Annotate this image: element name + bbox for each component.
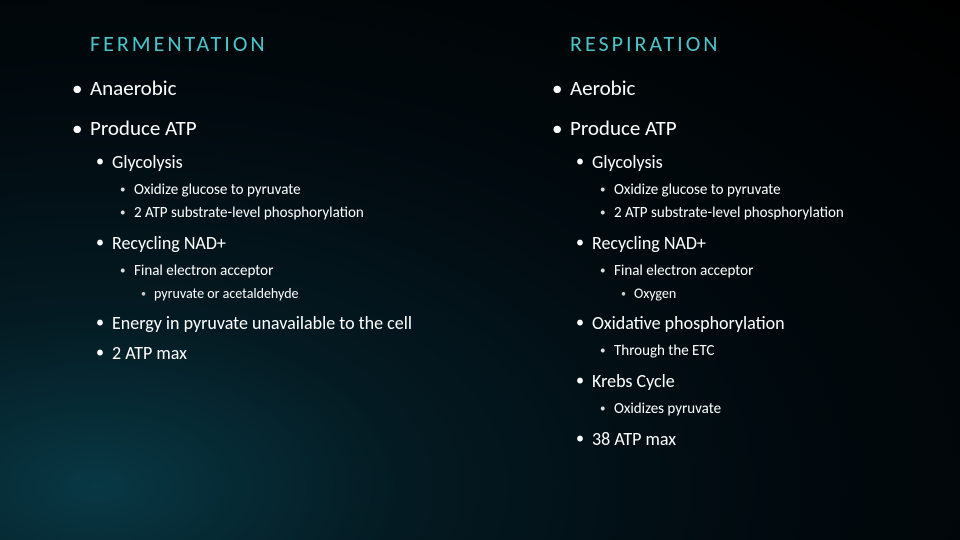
list-item: Oxygen [634, 285, 940, 302]
list-item: 2 ATP substrate-level phosphorylation [134, 204, 460, 222]
item-text: pyruvate or acetaldehyde [154, 285, 299, 302]
item-text: Oxidize glucose to pyruvate [134, 181, 301, 199]
right-list: Aerobic Produce ATP Glycolysis Oxidize g… [570, 75, 940, 450]
item-text: Through the ETC [614, 342, 714, 360]
list-item: Oxidizes pyruvate [614, 400, 940, 418]
item-text: Glycolysis [592, 151, 663, 173]
item-text: Aerobic [570, 75, 635, 101]
right-column: RESPIRATION Aerobic Produce ATP Glycolys… [480, 30, 960, 540]
item-text: Recycling NAD+ [112, 232, 226, 254]
list-item: Oxidative phosphorylation [592, 312, 940, 334]
left-title: FERMENTATION [90, 30, 460, 57]
list-item: Oxidize glucose to pyruvate [134, 181, 460, 199]
list-item: 38 ATP max [592, 428, 940, 450]
list-item: Aerobic [570, 75, 940, 101]
list-item: Energy in pyruvate unavailable to the ce… [112, 312, 432, 334]
item-text: Oxidize glucose to pyruvate [614, 181, 781, 199]
left-list: Anaerobic Produce ATP Glycolysis Oxidize… [90, 75, 460, 364]
slide: FERMENTATION Anaerobic Produce ATP Glyco… [0, 0, 960, 540]
item-text: Krebs Cycle [592, 370, 675, 392]
item-text: Final electron acceptor [134, 262, 273, 280]
list-item: Oxidize glucose to pyruvate [614, 181, 940, 199]
item-text: Oxidative phosphorylation [592, 312, 785, 334]
left-column: FERMENTATION Anaerobic Produce ATP Glyco… [0, 30, 480, 540]
item-text: Produce ATP [90, 115, 197, 141]
item-text: Energy in pyruvate unavailable to the ce… [112, 312, 412, 334]
list-item: Produce ATP [90, 115, 460, 141]
list-item: 2 ATP max [112, 342, 460, 364]
list-item: Produce ATP [570, 115, 940, 141]
item-text: Recycling NAD+ [592, 232, 706, 254]
item-text: Glycolysis [112, 151, 183, 173]
item-text: 2 ATP max [112, 342, 187, 364]
item-text: Final electron acceptor [614, 262, 753, 280]
item-text: Oxidizes pyruvate [614, 400, 721, 418]
item-text: Oxygen [634, 285, 676, 302]
list-item: Glycolysis [592, 151, 940, 173]
item-text: Anaerobic [90, 75, 176, 101]
item-text: Produce ATP [570, 115, 677, 141]
list-item: Anaerobic [90, 75, 460, 101]
list-item: Recycling NAD+ [592, 232, 940, 254]
list-item: Krebs Cycle [592, 370, 940, 392]
list-item: pyruvate or acetaldehyde [154, 285, 460, 302]
list-item: Through the ETC [614, 342, 940, 360]
item-text: 2 ATP substrate-level phosphorylation [614, 204, 844, 222]
list-item: Glycolysis [112, 151, 460, 173]
list-item: Final electron acceptor [614, 262, 940, 280]
item-text: 38 ATP max [592, 428, 676, 450]
list-item: Final electron acceptor [134, 262, 460, 280]
item-text: 2 ATP substrate-level phosphorylation [134, 204, 364, 222]
list-item: Recycling NAD+ [112, 232, 460, 254]
list-item: 2 ATP substrate-level phosphorylation [614, 204, 940, 222]
right-title: RESPIRATION [570, 30, 940, 57]
